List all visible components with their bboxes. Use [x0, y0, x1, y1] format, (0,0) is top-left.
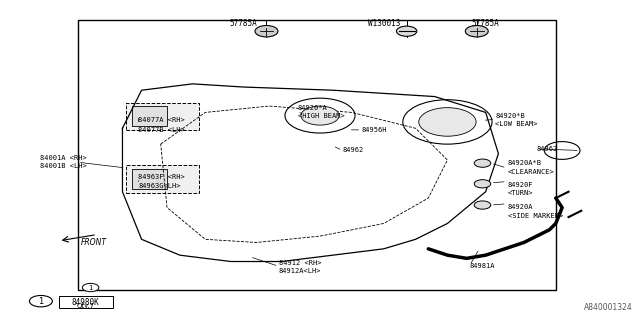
Text: 84962: 84962: [537, 146, 558, 152]
Text: 57785A: 57785A: [230, 19, 257, 28]
Text: 84920A: 84920A: [508, 204, 534, 210]
Circle shape: [419, 108, 476, 136]
Circle shape: [474, 201, 491, 209]
Text: <SIDE MARKER>: <SIDE MARKER>: [508, 212, 563, 219]
Text: 57785A: 57785A: [472, 19, 500, 28]
Text: W130013: W130013: [367, 19, 400, 28]
Text: <CLEARANCE>: <CLEARANCE>: [508, 169, 555, 175]
Text: <TURN>: <TURN>: [508, 190, 534, 196]
Text: 84001A <RH>: 84001A <RH>: [40, 156, 86, 161]
FancyBboxPatch shape: [132, 106, 167, 126]
Text: <LOW BEAM>: <LOW BEAM>: [495, 121, 538, 126]
FancyBboxPatch shape: [132, 169, 167, 189]
Circle shape: [255, 26, 278, 37]
Circle shape: [29, 295, 52, 307]
Circle shape: [396, 26, 417, 36]
Text: 84001B <LH>: 84001B <LH>: [40, 163, 86, 169]
Circle shape: [465, 26, 488, 37]
FancyBboxPatch shape: [125, 165, 199, 193]
Text: FRONT: FRONT: [81, 238, 107, 247]
Text: 84962: 84962: [342, 148, 364, 154]
Text: 84920A*B: 84920A*B: [508, 160, 542, 166]
Text: A840001324: A840001324: [584, 303, 632, 312]
Text: 84077A <RH>: 84077A <RH>: [138, 117, 185, 123]
Text: <HIGH BEAM>: <HIGH BEAM>: [298, 113, 344, 119]
Circle shape: [301, 106, 339, 125]
Text: 84963F <RH>: 84963F <RH>: [138, 174, 185, 180]
Text: 84920*B: 84920*B: [495, 113, 525, 119]
Text: 84920*A: 84920*A: [298, 105, 328, 111]
Text: 84980K: 84980K: [72, 298, 99, 307]
Text: 84956H: 84956H: [362, 127, 387, 133]
Text: 84981A: 84981A: [470, 263, 495, 269]
Text: 84912A<LH>: 84912A<LH>: [278, 268, 321, 274]
Text: 1: 1: [38, 297, 44, 306]
FancyBboxPatch shape: [59, 296, 113, 308]
Text: 84077B <LH>: 84077B <LH>: [138, 127, 185, 133]
Text: 84912 <RH>: 84912 <RH>: [278, 260, 321, 266]
FancyBboxPatch shape: [125, 103, 199, 130]
Circle shape: [474, 180, 491, 188]
Circle shape: [474, 159, 491, 167]
Circle shape: [83, 284, 99, 292]
Text: 84963G<LH>: 84963G<LH>: [138, 183, 181, 189]
Text: 1: 1: [88, 284, 93, 291]
Text: 84920F: 84920F: [508, 182, 534, 188]
Text: Qty.7: Qty.7: [77, 303, 95, 309]
